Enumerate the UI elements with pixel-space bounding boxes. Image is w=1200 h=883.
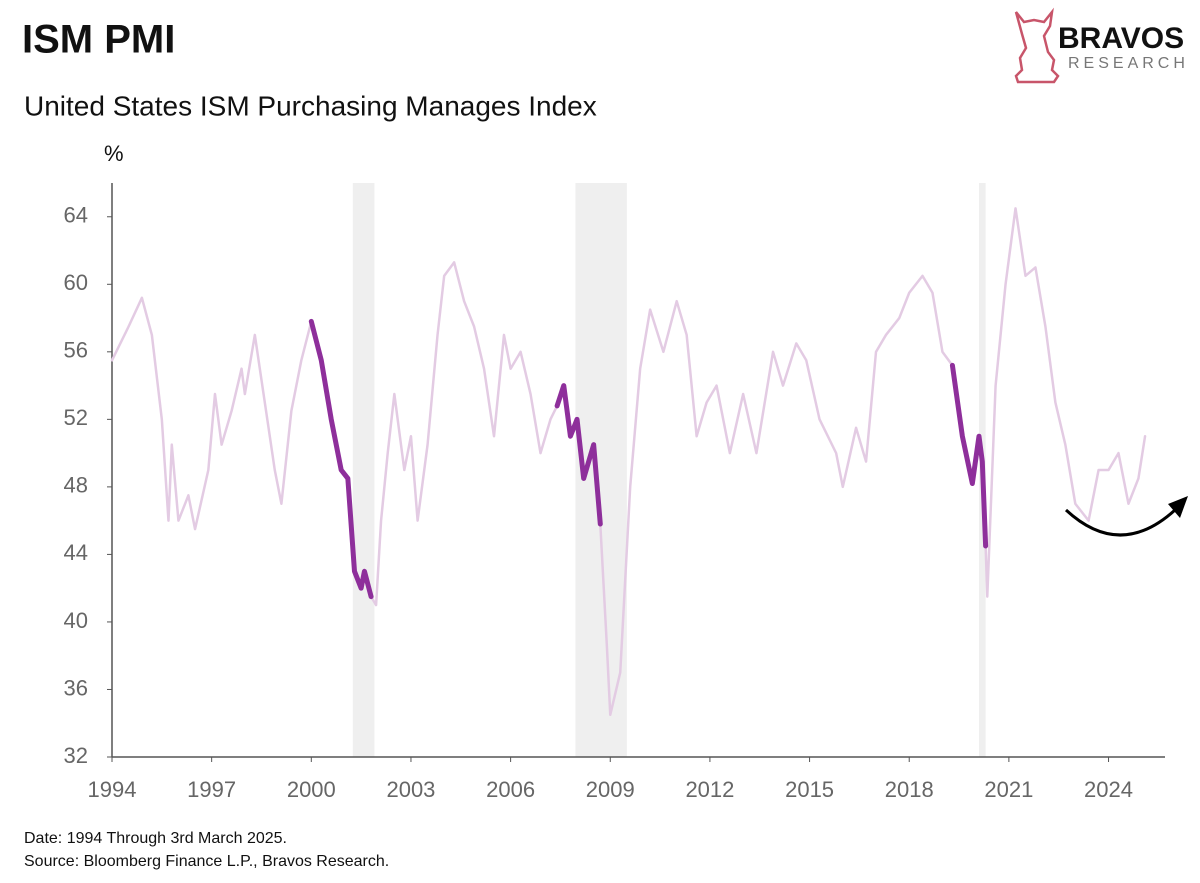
brand: BRAVOS: [1058, 22, 1184, 55]
x-tick-label: 2006: [486, 777, 535, 802]
y-tick-label: 60: [64, 270, 88, 295]
logo: BRAVOS RESEARCH: [1014, 7, 1189, 84]
x-tick-label: 2018: [885, 777, 934, 802]
y-tick-label: 44: [64, 540, 88, 565]
y-tick-label: 52: [64, 405, 88, 430]
series-line: [110, 207, 1147, 717]
x-tick-label: 1994: [88, 777, 137, 802]
chart-subtitle: United States ISM Purchasing Manages Ind…: [24, 90, 597, 121]
logo-icon: [1014, 7, 1060, 84]
y-tick-label: 36: [64, 675, 88, 700]
x-tick-label: 2015: [785, 777, 834, 802]
footnote: Date: 1994 Through 3rd March 2025.: [24, 830, 287, 847]
arrow-head: [1168, 496, 1188, 518]
y-tick-label: 48: [64, 473, 88, 498]
brand-sub: RESEARCH: [1068, 55, 1189, 72]
x-tick-label: 2009: [586, 777, 635, 802]
y-tick-label: 64: [64, 203, 88, 228]
x-tick-label: 2012: [685, 777, 734, 802]
y-unit: %: [104, 141, 124, 166]
y-tick-label: 32: [64, 743, 88, 768]
x-tick-label: 2003: [386, 777, 435, 802]
x-tick-label: 2000: [287, 777, 336, 802]
series-line: [308, 318, 989, 600]
x-tick-label: 2024: [1084, 777, 1133, 802]
arrow: [1064, 508, 1177, 537]
footnote: Source: Bloomberg Finance L.P., Bravos R…: [24, 853, 389, 870]
y-tick-label: 56: [64, 338, 88, 363]
chart-title: ISM PMI: [22, 18, 175, 62]
x-tick-label: 1997: [187, 777, 236, 802]
x-tick-label: 2021: [984, 777, 1033, 802]
recession-band: [352, 183, 375, 757]
y-tick-label: 40: [64, 608, 88, 633]
